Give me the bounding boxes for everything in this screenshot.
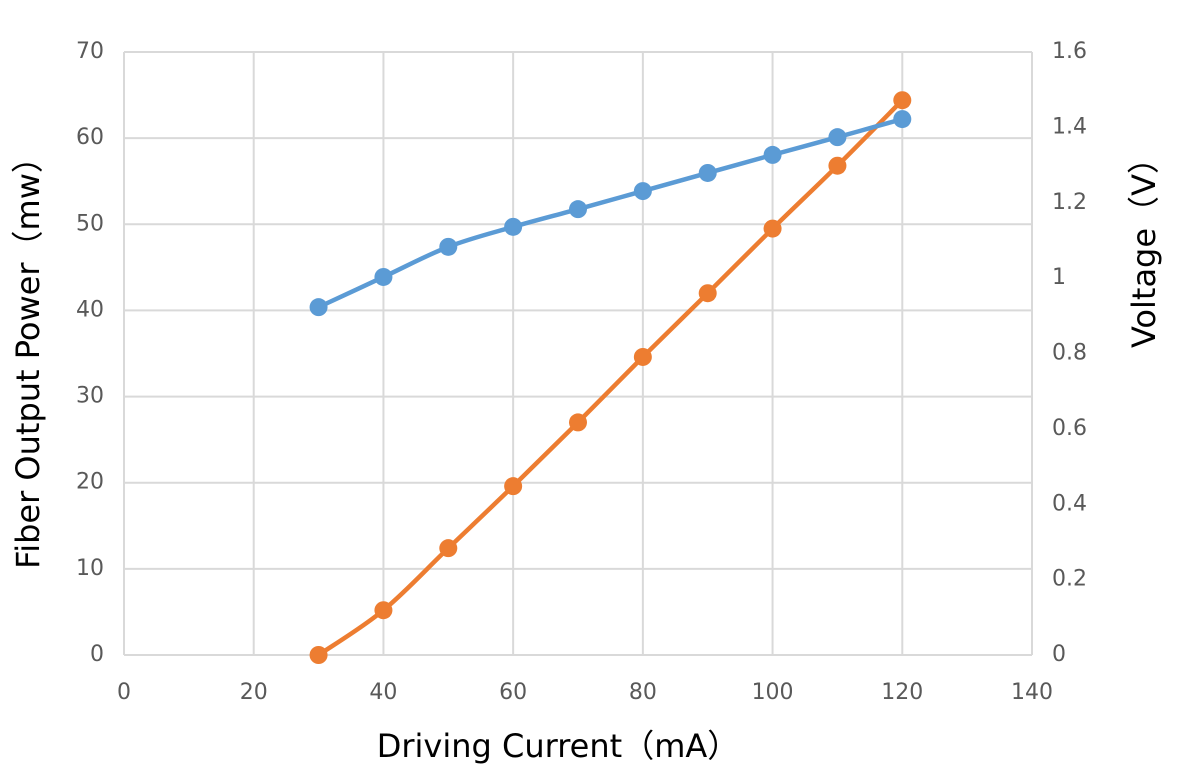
y2-tick-label: 0.8 (1052, 341, 1087, 366)
data-point (439, 237, 458, 256)
data-point (504, 477, 523, 496)
data-point (893, 110, 912, 129)
y2-tick-label: 1 (1052, 265, 1066, 290)
data-point (763, 219, 782, 238)
x-tick-label: 140 (1011, 680, 1053, 705)
y-tick-label: 0 (90, 642, 104, 667)
y-tick-label: 20 (76, 470, 104, 495)
data-point (504, 217, 523, 236)
x-tick-label: 100 (752, 680, 794, 705)
x-axis-title: Driving Current（mA） (377, 727, 740, 765)
y-tick-label: 40 (76, 297, 104, 322)
data-point (828, 156, 847, 175)
data-point (374, 601, 393, 620)
data-point (633, 347, 652, 366)
data-point (374, 267, 393, 286)
y2-tick-label: 0.4 (1052, 491, 1087, 516)
data-point (439, 539, 458, 558)
data-point (698, 284, 717, 303)
data-point (763, 145, 782, 164)
y-tick-label: 50 (76, 211, 104, 236)
y-tick-label: 60 (76, 125, 104, 150)
series-line (317, 116, 903, 310)
x-tick-label: 40 (369, 680, 397, 705)
y2-tick-label: 0.2 (1052, 567, 1087, 592)
y2-tick-label: 1.2 (1052, 190, 1087, 215)
x-tick-label: 120 (881, 680, 923, 705)
series-line (317, 98, 904, 657)
data-point (633, 182, 652, 201)
data-point (698, 163, 717, 182)
y2-tick-label: 1.6 (1052, 39, 1087, 64)
data-point (309, 646, 328, 664)
data-point (569, 200, 587, 219)
y-tick-label: 70 (76, 39, 104, 64)
y-tick-label: 30 (76, 384, 104, 409)
y-tick-label: 10 (76, 556, 104, 581)
x-tick-label: 0 (117, 680, 131, 705)
y2-tick-label: 0 (1052, 642, 1066, 667)
data-point (893, 91, 912, 110)
x-tick-label: 80 (629, 680, 657, 705)
data-point (569, 413, 587, 432)
y2-tick-label: 1.4 (1052, 114, 1087, 139)
x-tick-label: 20 (240, 680, 268, 705)
data-point (828, 128, 847, 147)
data-point (309, 298, 328, 317)
y2-tick-label: 0.6 (1052, 416, 1087, 441)
y-axis-title: Fiber Output Power（mw） (9, 141, 47, 569)
x-tick-label: 60 (499, 680, 527, 705)
y2-axis-title: Voltage（V） (1125, 142, 1163, 348)
